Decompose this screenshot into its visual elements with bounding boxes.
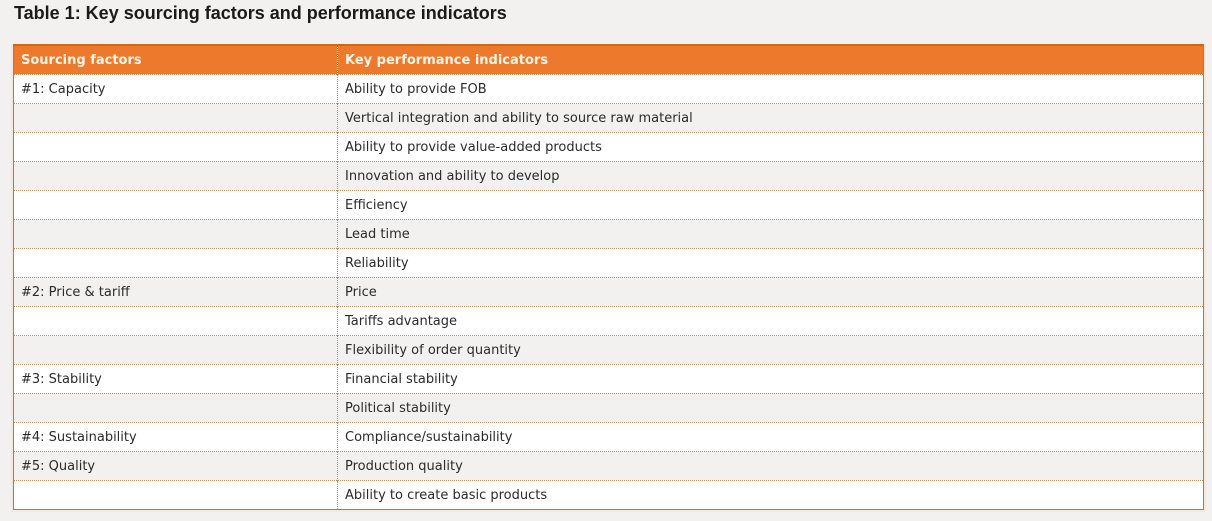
factor-cell: #1: Capacity [13,74,338,104]
factor-cell [13,393,338,423]
kpi-cell: Lead time [337,219,1204,249]
table-row: #4: Sustainability Compliance/sustainabi… [13,422,1204,452]
factor-cell [13,335,338,365]
factor-cell [13,132,338,162]
factor-cell: #5: Quality [13,451,338,481]
factor-cell [13,219,338,249]
table-row: Efficiency [13,190,1204,220]
factor-cell: #2: Price & tariff [13,277,338,307]
table-row: Tariffs advantage [13,306,1204,336]
kpi-cell: Flexibility of order quantity [337,335,1204,365]
factor-cell: #4: Sustainability [13,422,338,452]
table-row: Vertical integration and ability to sour… [13,103,1204,133]
header-row: Sourcing factors Key performance indicat… [13,45,1204,75]
kpi-cell: Ability to create basic products [337,480,1204,510]
table-row: Political stability [13,393,1204,423]
table-row: Innovation and ability to develop [13,161,1204,191]
factor-cell [13,103,338,133]
table-row: Lead time [13,219,1204,249]
table-header: Sourcing factors Key performance indicat… [13,45,1204,75]
kpi-cell: Ability to provide FOB [337,74,1204,104]
sourcing-kpi-table: Sourcing factors Key performance indicat… [13,44,1204,510]
factor-cell [13,190,338,220]
table-row: Ability to create basic products [13,480,1204,510]
table-row: Flexibility of order quantity [13,335,1204,365]
table-frame: Sourcing factors Key performance indicat… [11,44,1206,512]
table-row: #1: Capacity Ability to provide FOB [13,74,1204,104]
factor-cell [13,248,338,278]
kpi-cell: Political stability [337,393,1204,423]
header-sourcing-factors: Sourcing factors [13,45,338,75]
kpi-cell: Ability to provide value-added products [337,132,1204,162]
header-key-performance-indicators: Key performance indicators [337,45,1204,75]
factor-cell [13,480,338,510]
kpi-cell: Innovation and ability to develop [337,161,1204,191]
table-row: Reliability [13,248,1204,278]
kpi-cell: Price [337,277,1204,307]
kpi-cell: Production quality [337,451,1204,481]
kpi-cell: Compliance/sustainability [337,422,1204,452]
factor-cell: #3: Stability [13,364,338,394]
kpi-cell: Tariffs advantage [337,306,1204,336]
kpi-cell: Efficiency [337,190,1204,220]
kpi-cell: Financial stability [337,364,1204,394]
kpi-cell: Reliability [337,248,1204,278]
table-row: #5: Quality Production quality [13,451,1204,481]
factor-cell [13,306,338,336]
table-row: #2: Price & tariff Price [13,277,1204,307]
table-row: Ability to provide value-added products [13,132,1204,162]
table-title: Table 1: Key sourcing factors and perfor… [14,3,507,23]
kpi-cell: Vertical integration and ability to sour… [337,103,1204,133]
factor-cell [13,161,338,191]
table-row: #3: Stability Financial stability [13,364,1204,394]
table-body: #1: Capacity Ability to provide FOB Vert… [13,74,1204,510]
